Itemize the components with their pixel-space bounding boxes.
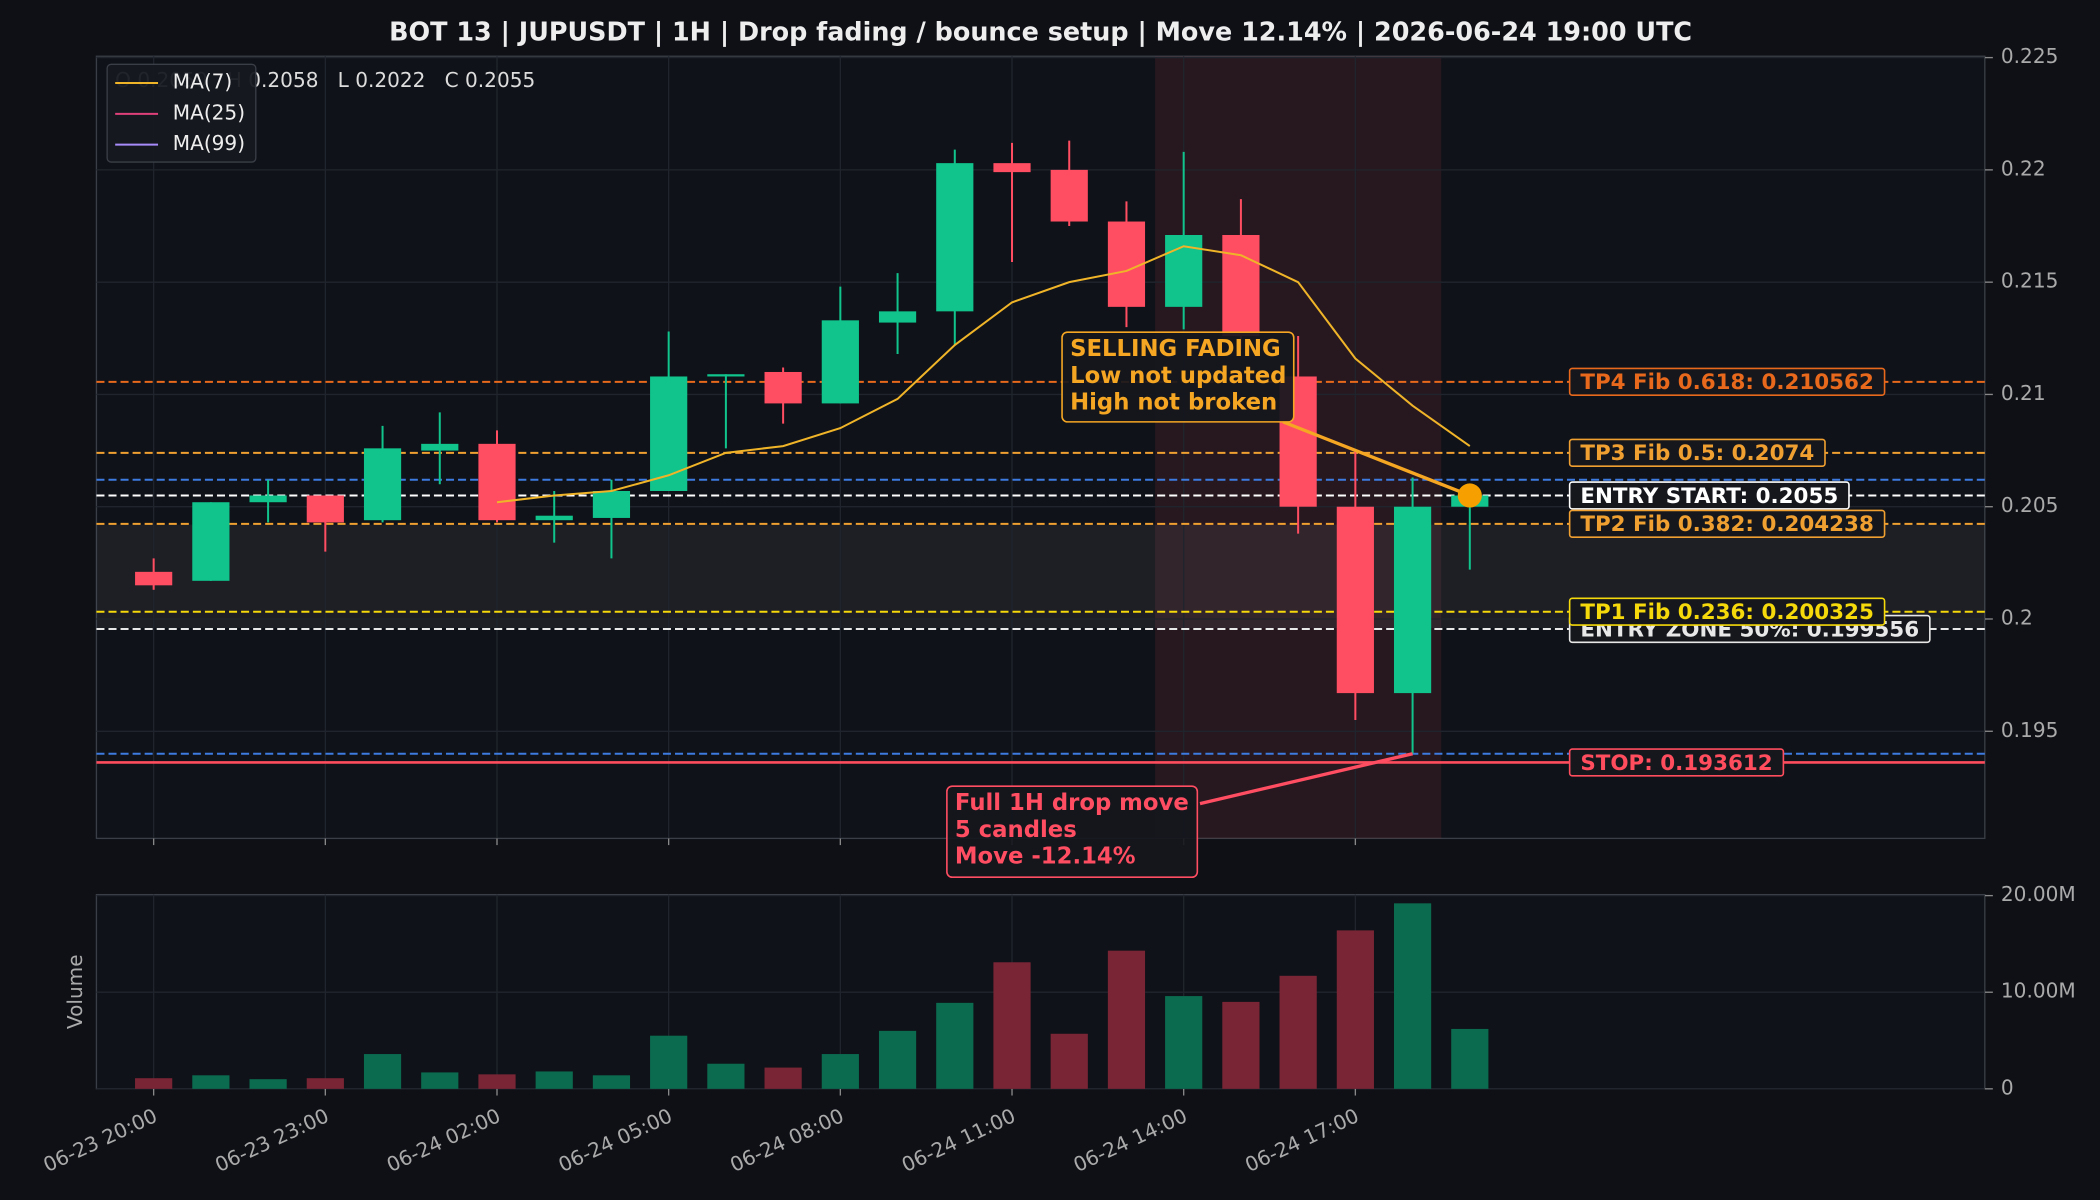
volume-bar [707, 1063, 745, 1089]
candle-body [764, 371, 802, 404]
annotation-text: Full 1H drop move [955, 790, 1189, 816]
y-axis-label: Volume [63, 954, 87, 1029]
volume-bar [650, 1035, 688, 1089]
candle-body [707, 374, 745, 377]
volume-bar [1451, 1028, 1489, 1089]
level-label: STOP: 0.193612 [1568, 748, 1785, 777]
volume-bar [1336, 930, 1374, 1089]
level-label-box [1568, 438, 1826, 468]
volume-bar [535, 1071, 573, 1089]
level-label-text: ENTRY START: 0.2055 [1580, 484, 1838, 509]
y-tick-label: 10.00M [2001, 979, 2076, 1003]
level-label-box [1568, 748, 1785, 777]
legend-box [106, 63, 257, 163]
legend-label: MA(99) [173, 131, 245, 155]
level-label-text: TP2 Fib 0.382: 0.204238 [1580, 512, 1874, 537]
volume-bar [936, 1002, 974, 1089]
annotation-text: Low not updated [1070, 363, 1286, 389]
annotation-box [1061, 331, 1295, 423]
ma-line [496, 245, 1471, 504]
candle-body [1107, 221, 1146, 307]
y-tick-label: 0.22 [2001, 156, 2046, 180]
volume-bar [1393, 903, 1432, 1089]
y-tick-label: 20.00M [2001, 882, 2076, 906]
chart-title: BOT 13 | JUPUSDT | 1H | Drop fading / bo… [389, 16, 1692, 46]
level-label-text: TP4 Fib 0.618: 0.210562 [1580, 370, 1874, 395]
volume-bar [821, 1054, 859, 1089]
legend-label: MA(7) [173, 70, 233, 94]
y-tick-label: 0.2 [2001, 605, 2033, 629]
annotation-text: High not broken [1070, 390, 1277, 416]
marker [1457, 483, 1482, 508]
candle-body [650, 376, 688, 491]
level-label: TP2 Fib 0.382: 0.204238 [1568, 509, 1886, 539]
volume-bar [993, 962, 1031, 1089]
volume-bar [1222, 1001, 1260, 1089]
annotation-arrow [1199, 752, 1413, 806]
candle-body [535, 515, 573, 521]
candle-body [306, 495, 344, 523]
volume-bar [306, 1078, 344, 1089]
volume-bar [1050, 1033, 1088, 1089]
level-label-text: STOP: 0.193612 [1580, 751, 1772, 776]
annotation-text: 5 candles [955, 817, 1077, 843]
volume-bar [192, 1075, 230, 1089]
candle-body [192, 502, 230, 581]
annotation-text: Move -12.14% [955, 844, 1136, 870]
level-label-box [1568, 367, 1886, 397]
candle-body [1393, 506, 1432, 694]
level-label-text: TP1 Fib 0.236: 0.200325 [1580, 600, 1874, 625]
volume-bar [1279, 975, 1317, 1089]
volume-bar [363, 1054, 402, 1089]
candle-body [878, 311, 917, 323]
volume-bar [878, 1030, 917, 1089]
level-label-text: TP3 Fib 0.5: 0.2074 [1580, 441, 1814, 466]
candle-body [1050, 169, 1088, 222]
level-label: TP3 Fib 0.5: 0.2074 [1568, 438, 1826, 468]
y-tick-label: 0.21 [2001, 381, 2046, 405]
candle-body [363, 448, 402, 521]
volume-bar [764, 1067, 802, 1089]
volume-bar [1165, 996, 1203, 1089]
volume-bar [421, 1072, 459, 1089]
candle-body [478, 443, 516, 521]
level-label: TP4 Fib 0.618: 0.210562 [1568, 367, 1886, 397]
candle-body [936, 163, 974, 312]
annotation-text: SELLING FADING [1070, 336, 1281, 362]
candle-body [135, 571, 173, 586]
level-label: ENTRY START: 0.2055 [1568, 481, 1850, 510]
level-label-box [1568, 597, 1886, 626]
level-label: TP1 Fib 0.236: 0.200325 [1568, 597, 1886, 626]
volume-bar [1107, 950, 1146, 1089]
y-tick-label: 0.205 [2001, 493, 2058, 517]
candle-body [993, 163, 1031, 173]
annotation-box [946, 785, 1199, 879]
volume-bar [592, 1075, 631, 1089]
candle-body [592, 490, 631, 518]
candle-body [249, 495, 287, 503]
level-label-box [1568, 481, 1850, 510]
y-tick-label: 0.195 [2001, 718, 2058, 742]
candle-body [1336, 506, 1374, 694]
volume-bar [135, 1078, 173, 1089]
candle-body [821, 320, 859, 404]
legend: MA(7) MA(25) MA(99) [106, 63, 257, 163]
legend-label: MA(25) [173, 100, 245, 124]
candle-body [1222, 234, 1260, 337]
volume-bar [478, 1074, 516, 1089]
volume-bar [249, 1079, 287, 1089]
annotation-arrow [1282, 420, 1471, 498]
candle-body [421, 443, 459, 451]
y-tick-label: 0.215 [2001, 269, 2058, 293]
y-tick-label: 0 [2001, 1075, 2014, 1099]
level-label-box [1568, 509, 1886, 539]
y-tick-label: 0.225 [2001, 44, 2058, 68]
